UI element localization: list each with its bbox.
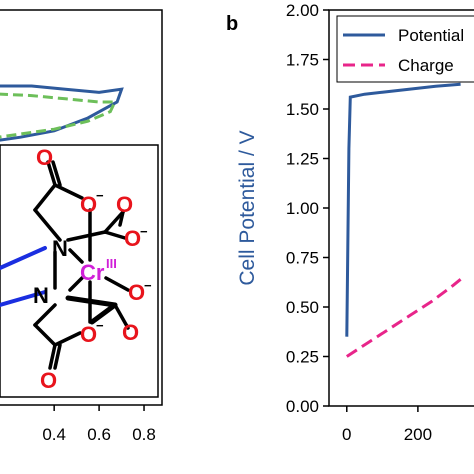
bond (113, 303, 130, 330)
atom-nitrogen: N (33, 283, 49, 308)
bond (33, 208, 62, 242)
y-tick-label: 0.75 (286, 249, 319, 268)
y-tick-label: 0.00 (286, 397, 319, 416)
bond (53, 331, 82, 347)
bond (103, 210, 125, 234)
series-charge-line (345, 278, 462, 358)
x-tick-label: 0 (342, 425, 351, 444)
bond (68, 248, 84, 264)
atom-oxygen: O (80, 322, 97, 347)
molecule-inset: O O − O O − N Cr III N O − O O − O (0, 144, 159, 398)
panel-b-y-ticks: 0.00 0.25 0.50 0.75 1.00 1.25 1.50 1.75 2.00 (286, 1, 329, 416)
bond (48, 343, 57, 370)
panel-b: b Cell Potential / V 0.00 0.25 0.50 0.75 1.0… (226, 1, 474, 444)
y-tick-label: 0.50 (286, 298, 319, 317)
panel-b-x-ticks: 0 200 (342, 406, 432, 444)
panel-a-frame (0, 9, 163, 406)
atom-oxygen: O (116, 192, 133, 217)
atom-oxygen: O (124, 226, 141, 251)
panel-label-b: b (226, 13, 238, 35)
legend: Potential Charge (336, 15, 474, 83)
atom-oxygen: O (122, 320, 139, 345)
bond (33, 323, 57, 347)
panel-a-series-1 (0, 92, 118, 139)
bond (66, 230, 107, 242)
y-tick-label: 1.25 (286, 150, 319, 169)
atom-nitrogen: N (52, 236, 68, 261)
panel-a-x-ticks: 0.4 0.6 0.8 (42, 405, 156, 444)
panel-a-series-0 (0, 84, 124, 142)
bond (33, 183, 57, 212)
atom-oxygen: O (40, 368, 57, 393)
atom-chromium: Cr (80, 260, 105, 285)
x-tick-label: 0.6 (87, 425, 111, 444)
atom-oxygen: O (36, 145, 53, 170)
bond (53, 343, 62, 370)
y-tick-label: 1.00 (286, 199, 319, 218)
y-tick-label: 1.50 (286, 100, 319, 119)
panel-a: 0.4 0.6 0.8 (0, 9, 163, 444)
y-tick-label: 0.25 (286, 348, 319, 367)
chain-bonds (0, 246, 47, 307)
bond (68, 276, 84, 292)
y-tick-label: 1.75 (286, 51, 319, 70)
x-tick-label: 200 (404, 425, 432, 444)
charge-sign: − (96, 188, 104, 203)
bond (118, 210, 125, 227)
panel-b-series (345, 82, 462, 358)
y-tick-label: 2.00 (286, 1, 319, 20)
x-tick-label: 0.4 (42, 425, 66, 444)
bond (89, 302, 118, 325)
bond (46, 160, 57, 187)
bond (53, 183, 84, 200)
charge-sign: − (140, 224, 148, 239)
atom-oxygen: O (128, 280, 145, 305)
molecule-bonds (33, 160, 130, 370)
bond (51, 160, 62, 187)
oxidation-state: III (106, 256, 117, 271)
bond (104, 276, 130, 292)
chain-bond (0, 246, 47, 270)
y-axis-label: Cell Potential / V (236, 130, 259, 285)
legend-box (336, 15, 474, 83)
chain-bond (0, 290, 47, 307)
series-potential-line (345, 82, 461, 337)
charge-sign: − (144, 278, 152, 293)
x-tick-label: 0.8 (132, 425, 156, 444)
legend-label-charge: Charge (398, 56, 454, 75)
charge-sign: − (96, 318, 104, 333)
bond (103, 230, 127, 240)
panel-b-frame (328, 9, 474, 407)
panel-a-series (0, 84, 124, 142)
atom-oxygen: O (80, 192, 97, 217)
legend-label-potential: Potential (398, 26, 464, 45)
bond (33, 303, 57, 327)
inset-frame (0, 144, 159, 398)
